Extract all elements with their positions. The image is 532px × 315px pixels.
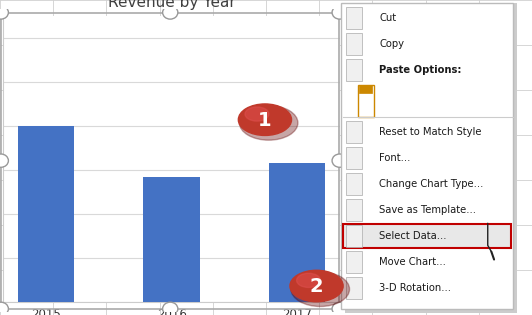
Circle shape (163, 302, 178, 315)
Text: 1: 1 (258, 111, 272, 130)
Bar (346, 199, 362, 221)
Text: Cut: Cut (379, 13, 396, 23)
Text: 2: 2 (310, 278, 323, 296)
Bar (269, 163, 325, 302)
Bar (346, 59, 362, 81)
Circle shape (332, 154, 347, 167)
Circle shape (239, 106, 298, 140)
Bar (346, 33, 362, 55)
Text: 3-D Rotation...: 3-D Rotation... (379, 283, 451, 293)
FancyBboxPatch shape (359, 85, 372, 93)
FancyBboxPatch shape (358, 85, 374, 117)
Bar (346, 251, 362, 273)
Bar (346, 225, 362, 247)
FancyBboxPatch shape (343, 224, 511, 248)
FancyBboxPatch shape (341, 3, 513, 309)
FancyBboxPatch shape (345, 3, 517, 313)
Text: Paste Options:: Paste Options: (379, 65, 462, 75)
Circle shape (296, 273, 320, 287)
Circle shape (0, 6, 9, 19)
Circle shape (238, 104, 292, 135)
Bar (346, 147, 362, 169)
Circle shape (291, 272, 350, 306)
Bar (18, 126, 74, 302)
Text: Select Data...: Select Data... (379, 231, 447, 241)
Circle shape (245, 107, 269, 121)
Text: Font...: Font... (379, 153, 411, 163)
Text: Move Chart...: Move Chart... (379, 257, 446, 267)
Text: Change Chart Type...: Change Chart Type... (379, 179, 484, 189)
Circle shape (163, 6, 178, 19)
Circle shape (0, 302, 9, 315)
Bar (346, 173, 362, 195)
Bar (143, 177, 200, 302)
Circle shape (290, 270, 343, 302)
Text: Reset to Match Style: Reset to Match Style (379, 127, 481, 137)
Text: Copy: Copy (379, 39, 404, 49)
Bar (346, 277, 362, 299)
Title: Revenue by Year: Revenue by Year (107, 0, 236, 10)
Bar (346, 121, 362, 143)
Bar (346, 7, 362, 29)
Circle shape (332, 6, 347, 19)
Circle shape (332, 302, 347, 315)
Text: Save as Template...: Save as Template... (379, 205, 476, 215)
Circle shape (0, 154, 9, 167)
